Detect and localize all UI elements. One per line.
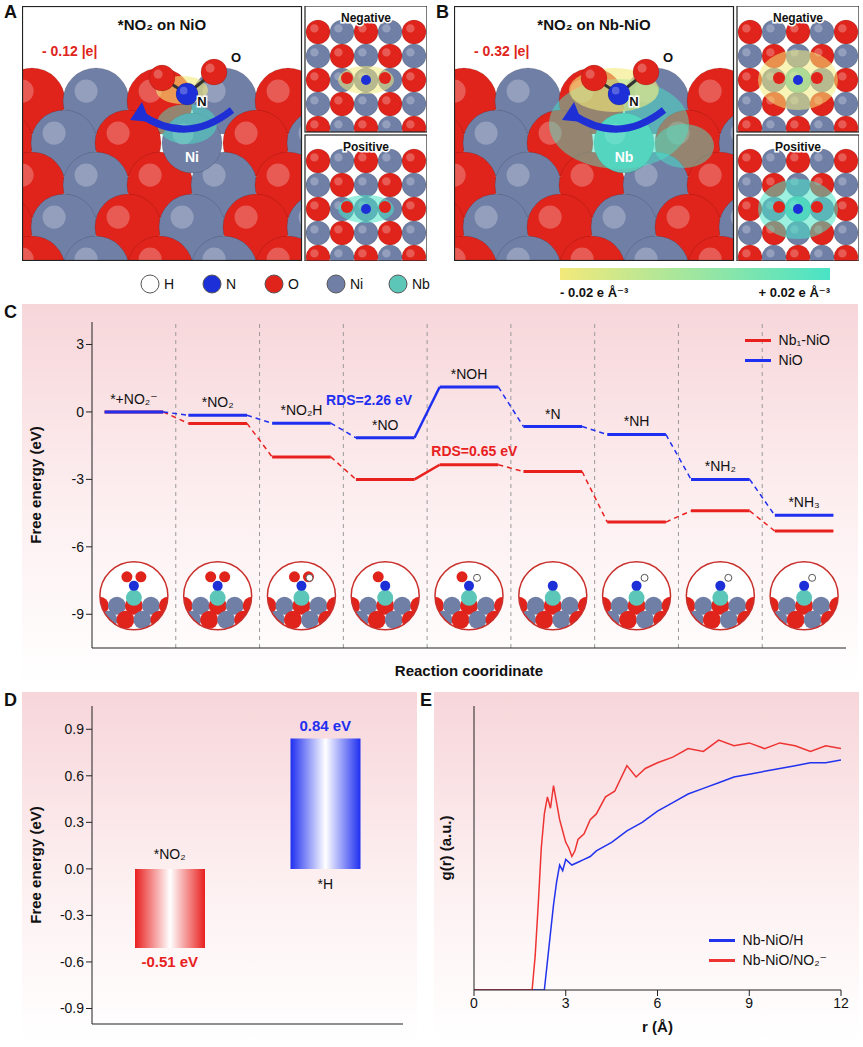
- html-text:Nb₁-NiO: Nb₁-NiO: [778, 332, 830, 348]
- html-text:NiO: NiO: [778, 352, 803, 368]
- svg-text:*N: *N: [545, 406, 561, 422]
- svg-text:N: N: [197, 94, 206, 109]
- svg-text:*+NO₂⁻: *+NO₂⁻: [110, 391, 157, 407]
- svg-text:-0.9: -0.9: [60, 1000, 84, 1016]
- svg-text:Ni: Ni: [185, 149, 199, 165]
- svg-text:9: 9: [745, 995, 753, 1011]
- svg-text:*H: *H: [317, 876, 333, 892]
- svg-text:6: 6: [654, 995, 662, 1011]
- html-text:E: E: [420, 690, 432, 710]
- svg-text:*NH₃: *NH₃: [788, 494, 819, 510]
- svg-text:O: O: [288, 276, 299, 292]
- svg-text:+ 0.02 e Å⁻³: + 0.02 e Å⁻³: [758, 285, 830, 300]
- svg-text:*NO₂ on Nb-NiO: *NO₂ on Nb-NiO: [537, 16, 651, 33]
- svg-text:Positive: Positive: [775, 140, 821, 154]
- svg-text:Nb: Nb: [412, 276, 430, 292]
- svg-text:RDS=2.26 eV: RDS=2.26 eV: [326, 392, 413, 408]
- svg-text:Negative: Negative: [773, 11, 823, 25]
- html-text:Nb-NiO/NO₂⁻: Nb-NiO/NO₂⁻: [742, 952, 827, 968]
- svg-text:Free energy (eV): Free energy (eV): [27, 426, 44, 544]
- svg-text:r (Å): r (Å): [642, 1018, 673, 1035]
- svg-text:0.9: 0.9: [65, 721, 85, 737]
- svg-text:Ni: Ni: [350, 276, 363, 292]
- svg-text:0.84 eV: 0.84 eV: [299, 717, 351, 734]
- svg-text:O: O: [663, 50, 673, 65]
- html-text:Nb-NiO/H: Nb-NiO/H: [742, 932, 804, 948]
- svg-text:Positive: Positive: [343, 140, 389, 154]
- svg-text:-0.3: -0.3: [60, 907, 84, 923]
- svg-text:*NO: *NO: [372, 417, 399, 433]
- html-text:C: C: [4, 302, 17, 322]
- svg-text:*NOH: *NOH: [451, 366, 488, 382]
- svg-text:*NH: *NH: [624, 413, 650, 429]
- svg-text:3: 3: [76, 336, 84, 352]
- svg-text:Free energy (eV): Free energy (eV): [27, 806, 44, 924]
- svg-text:0: 0: [76, 404, 84, 420]
- svg-text:- 0.02 e Å⁻³: - 0.02 e Å⁻³: [560, 285, 629, 300]
- svg-text:O: O: [231, 50, 241, 65]
- svg-text:N: N: [629, 94, 638, 109]
- svg-text:0.3: 0.3: [65, 814, 85, 830]
- svg-text:g(r) (a.u.): g(r) (a.u.): [437, 816, 454, 881]
- svg-text:Reaction cooridinate: Reaction cooridinate: [395, 662, 543, 679]
- html-text:B: B: [436, 2, 449, 22]
- svg-text:*NO₂: *NO₂: [202, 394, 234, 410]
- svg-text:- 0.12 |e|: - 0.12 |e|: [42, 43, 97, 59]
- svg-text:N: N: [226, 276, 236, 292]
- svg-text:0.0: 0.0: [65, 861, 85, 877]
- svg-text:*NO₂ on NiO: *NO₂ on NiO: [118, 16, 207, 33]
- svg-text:Nb: Nb: [615, 149, 634, 165]
- html-text:A: A: [4, 2, 17, 22]
- svg-text:0: 0: [470, 995, 478, 1011]
- svg-text:3: 3: [562, 995, 570, 1011]
- svg-text:-3: -3: [72, 471, 85, 487]
- svg-text:RDS=0.65 eV: RDS=0.65 eV: [431, 443, 518, 459]
- svg-text:*NO₂H: *NO₂H: [280, 402, 322, 418]
- html-text:D: D: [4, 690, 17, 710]
- svg-text:*NH₂: *NH₂: [705, 458, 736, 474]
- svg-text:0.6: 0.6: [65, 768, 85, 784]
- svg-text:-0.6: -0.6: [60, 954, 84, 970]
- svg-text:*NO₂: *NO₂: [154, 846, 186, 862]
- svg-text:- 0.32 |e|: - 0.32 |e|: [474, 43, 529, 59]
- svg-text:-6: -6: [72, 539, 85, 555]
- svg-text:12: 12: [833, 995, 849, 1011]
- svg-text:-0.51 eV: -0.51 eV: [141, 953, 198, 970]
- svg-text:Negative: Negative: [341, 11, 391, 25]
- svg-text:H: H: [164, 276, 174, 292]
- svg-text:-9: -9: [72, 606, 85, 622]
